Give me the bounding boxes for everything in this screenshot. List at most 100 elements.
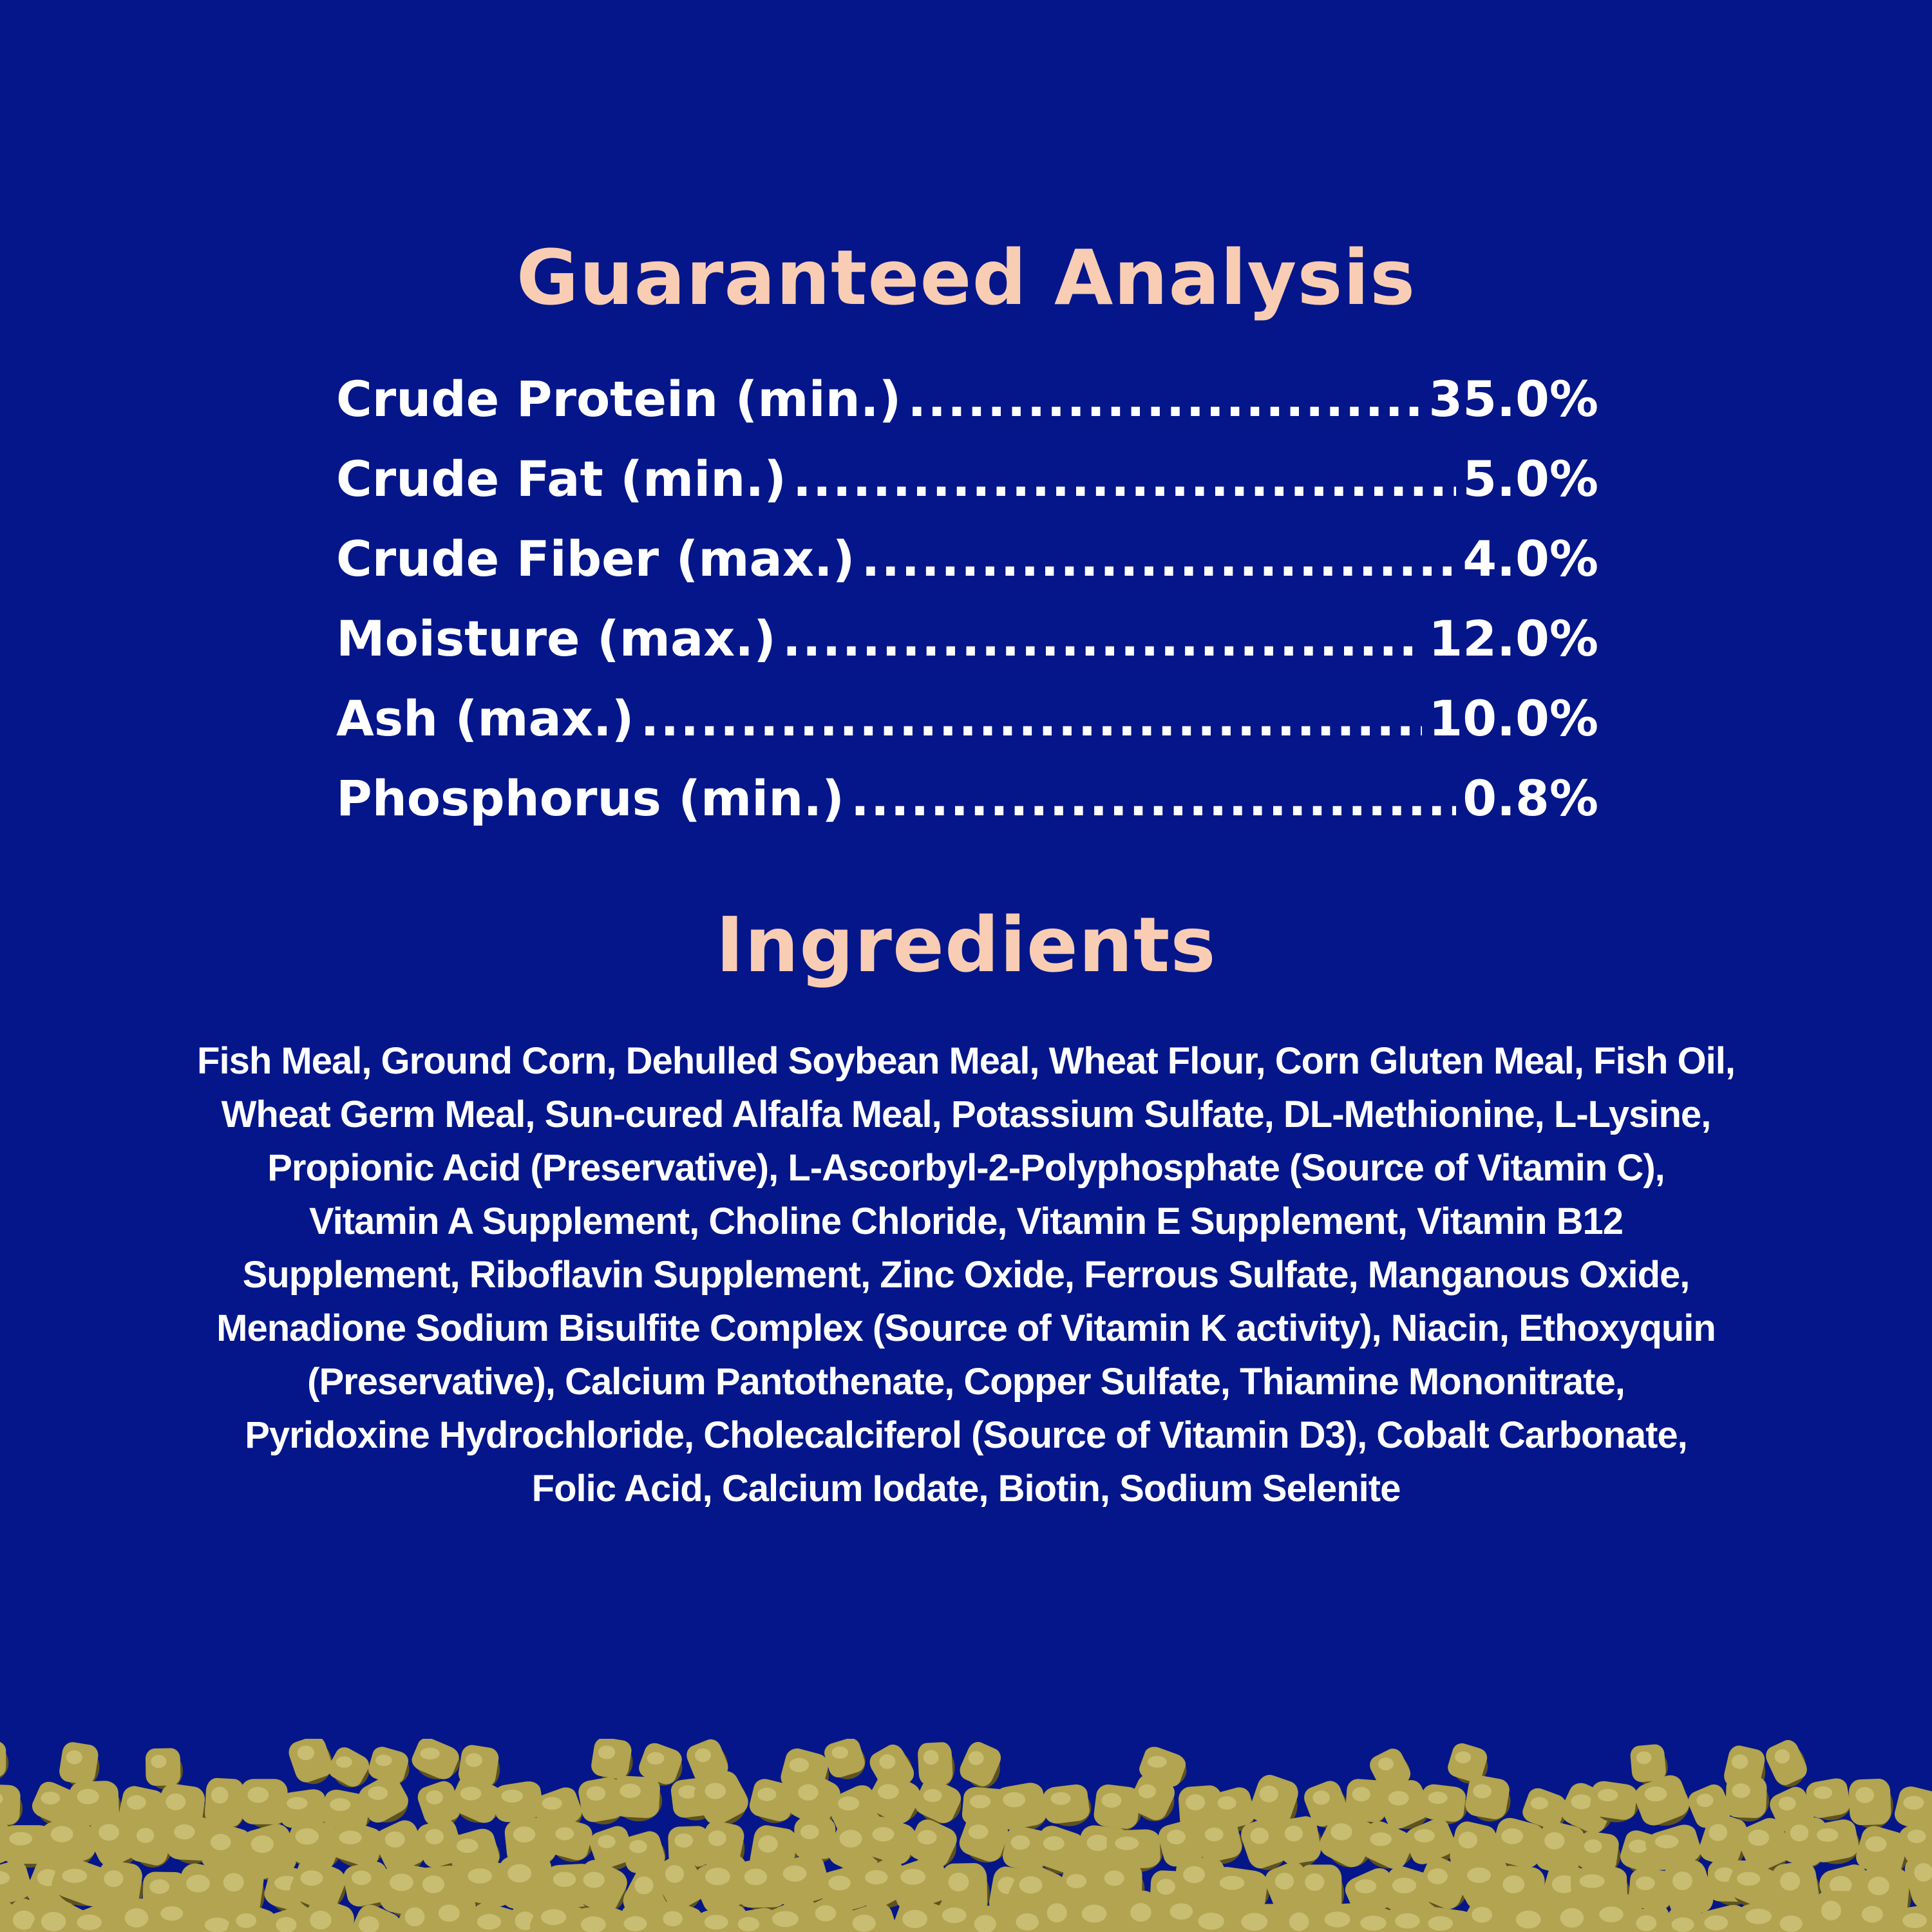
pellet xyxy=(1856,1826,1908,1877)
pellet xyxy=(278,1789,329,1831)
pellet xyxy=(368,1747,410,1786)
ingredients-line: Folic Acid, Calcium Iodate, Biotin, Sodi… xyxy=(531,1468,1401,1510)
pellet xyxy=(205,1777,247,1830)
pellet xyxy=(375,1820,426,1873)
dot-leader xyxy=(851,770,1456,827)
analysis-row-moisture: Moisture (max.) 12.0% xyxy=(336,610,1598,690)
pellet xyxy=(867,1772,921,1824)
pellet xyxy=(1232,1904,1294,1932)
analysis-row-crude-protein: Crude Protein (min.) 35.0% xyxy=(336,370,1598,450)
pellet xyxy=(88,1812,142,1868)
pellet xyxy=(1628,1868,1675,1913)
pellet xyxy=(1634,1775,1690,1826)
pellet xyxy=(1814,1890,1862,1932)
pellet xyxy=(1448,1743,1488,1784)
pellet xyxy=(451,1776,503,1823)
pellet xyxy=(1577,1831,1621,1875)
pellet xyxy=(40,1814,96,1869)
pellet xyxy=(914,1779,961,1824)
pellet xyxy=(1768,1902,1826,1932)
pellet xyxy=(653,1900,703,1932)
guaranteed-analysis-table: Crude Protein (min.) 35.0% Crude Fat (mi… xyxy=(336,370,1598,849)
pellet xyxy=(1106,1829,1163,1873)
pellet xyxy=(59,1742,100,1788)
pellet xyxy=(612,1776,663,1822)
analysis-value: 10.0% xyxy=(1428,690,1598,747)
pellet xyxy=(240,1779,290,1828)
pellet xyxy=(321,1790,372,1833)
ingredients-line: Pyridoxine Hydrochloride, Cholecalcifero… xyxy=(245,1414,1688,1456)
food-pellets-image xyxy=(0,1739,1932,1932)
ingredients-line: (Preservative), Calcium Pantothenate, Co… xyxy=(307,1361,1625,1403)
pellet xyxy=(1360,1821,1414,1870)
analysis-label: Crude Protein (min.) xyxy=(336,370,902,428)
pellet xyxy=(1727,1860,1784,1909)
pellet xyxy=(1197,1819,1243,1864)
pellet xyxy=(328,1747,370,1788)
analysis-value: 0.8% xyxy=(1463,770,1598,827)
pellet xyxy=(1535,1821,1586,1877)
pellet xyxy=(0,1741,9,1779)
analysis-label: Crude Fiber (max.) xyxy=(336,530,855,587)
pellet xyxy=(1073,1895,1132,1932)
pellet xyxy=(1725,1776,1769,1822)
analysis-row-phosphorus: Phosphorus (min.) 0.8% xyxy=(336,770,1598,849)
pellet xyxy=(591,1739,633,1782)
pellet xyxy=(694,1771,748,1825)
pellet xyxy=(1699,1813,1747,1868)
pellet xyxy=(1276,1816,1322,1867)
pellet xyxy=(1129,1774,1175,1821)
pellet xyxy=(1808,1819,1861,1864)
pellet xyxy=(1735,1898,1797,1932)
pellet xyxy=(290,1859,346,1911)
ingredients-line: Menadione Sodium Bisulfite Complex (Sour… xyxy=(216,1307,1716,1349)
pellet xyxy=(1461,1895,1515,1932)
ingredients-line: Supplement, Riboflavin Supplement, Zinc … xyxy=(242,1254,1690,1296)
pellet xyxy=(907,1819,957,1868)
ingredients-line: Vitamin A Supplement, Choline Chloride, … xyxy=(308,1200,1624,1242)
pellet xyxy=(918,1742,955,1789)
pellet xyxy=(824,1739,866,1779)
pellet xyxy=(842,1902,900,1932)
pellet xyxy=(794,1817,838,1863)
pellet xyxy=(1738,1817,1792,1872)
pellet xyxy=(1492,1817,1546,1870)
pellet xyxy=(621,1831,666,1875)
pellet xyxy=(1249,1774,1298,1829)
dot-leader xyxy=(907,370,1422,428)
analysis-label: Moisture (max.) xyxy=(336,610,776,667)
pellet xyxy=(412,1739,460,1779)
pellet xyxy=(654,1853,706,1911)
pellet xyxy=(1119,1890,1175,1932)
analysis-value: 12.0% xyxy=(1428,610,1598,667)
pellet xyxy=(547,1818,593,1862)
pellet xyxy=(959,1814,1009,1863)
ingredients-line: Wheat Germ Meal, Sun-cured Alfalfa Meal,… xyxy=(221,1094,1712,1135)
pellet xyxy=(145,1748,184,1790)
pellet xyxy=(1209,1787,1256,1832)
dot-leader xyxy=(782,610,1422,667)
pellet xyxy=(1421,1784,1468,1824)
ingredients-list: Fish Meal, Ground Corn, Dehulled Soybean… xyxy=(167,1034,1765,1515)
dot-leader xyxy=(640,690,1422,747)
analysis-value: 4.0% xyxy=(1463,530,1598,587)
guaranteed-analysis-title: Guaranteed Analysis xyxy=(516,233,1416,322)
pellet xyxy=(498,1853,556,1912)
pellet xyxy=(66,1902,127,1932)
pellet xyxy=(1241,1817,1289,1870)
pellet xyxy=(1345,1779,1389,1826)
analysis-row-crude-fat: Crude Fat (min.) 5.0% xyxy=(336,450,1598,530)
pellet xyxy=(1849,1779,1893,1829)
pellet xyxy=(128,1818,173,1868)
pellet xyxy=(1417,1857,1469,1910)
pellet xyxy=(1378,1780,1430,1830)
pellet xyxy=(772,1854,831,1908)
pellet xyxy=(994,1783,1048,1832)
pellet xyxy=(1630,1744,1668,1786)
analysis-row-crude-fiber: Crude Fiber (max.) 4.0% xyxy=(336,530,1598,610)
pellet xyxy=(639,1743,683,1786)
pellet xyxy=(787,1772,840,1827)
pellet xyxy=(284,1816,343,1871)
pellet xyxy=(358,1775,408,1823)
pellet xyxy=(0,1861,33,1908)
